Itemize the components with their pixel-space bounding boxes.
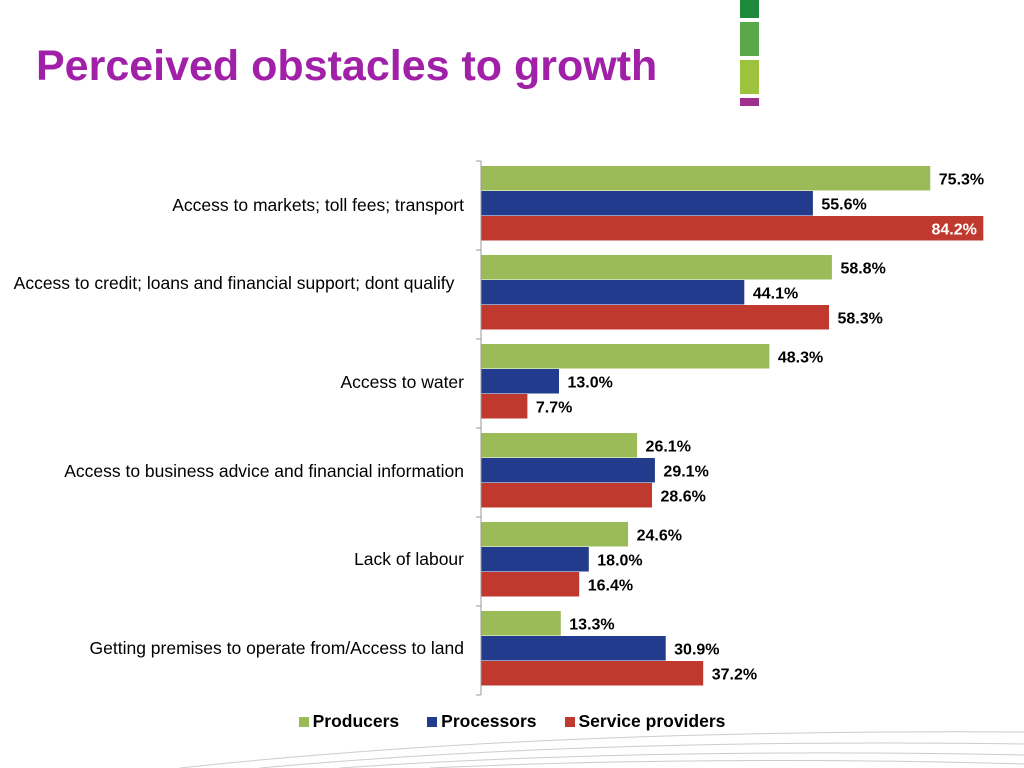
bar: [481, 522, 629, 547]
bar: [481, 280, 745, 305]
legend-swatch: [427, 716, 438, 727]
bar: [481, 636, 666, 661]
legend-label: Service providers: [578, 711, 726, 731]
data-label: 13.3%: [569, 616, 614, 633]
decoration-block: [740, 60, 759, 94]
bar: [481, 166, 931, 191]
bar: [481, 483, 652, 508]
bar: [481, 369, 559, 394]
decoration-block: [740, 22, 759, 56]
data-label: 37.2%: [712, 666, 757, 683]
legend-label: Producers: [312, 711, 400, 731]
legend-label: Processors: [441, 711, 537, 731]
bar: [481, 191, 813, 216]
bar: [481, 572, 580, 597]
data-label: 58.8%: [840, 260, 885, 277]
bar: [481, 458, 655, 483]
data-label: 24.6%: [637, 527, 682, 544]
decoration-block: [740, 98, 759, 106]
bar: [481, 661, 704, 686]
bar: [481, 611, 561, 636]
data-label: 18.0%: [597, 552, 642, 569]
bar: [481, 216, 984, 241]
data-label: 84.2%: [931, 221, 976, 238]
data-label: 29.1%: [663, 463, 708, 480]
bar: [481, 547, 589, 572]
bar: [481, 433, 638, 458]
data-label: 75.3%: [939, 171, 984, 188]
bar: [481, 344, 770, 369]
data-label: 30.9%: [674, 641, 719, 658]
category-label: Access to water: [340, 372, 464, 392]
data-label: 26.1%: [646, 438, 691, 455]
data-label: 55.6%: [821, 196, 866, 213]
data-label: 16.4%: [588, 577, 633, 594]
legend-swatch: [298, 716, 309, 727]
data-label: 48.3%: [778, 349, 823, 366]
legend-swatch: [564, 716, 575, 727]
slide-title: Perceived obstacles to growth: [36, 42, 658, 90]
bar: [481, 255, 832, 280]
data-label: 28.6%: [660, 488, 705, 505]
legend-item-processors: Processors: [427, 711, 537, 732]
legend-item-producers: Producers: [298, 711, 400, 732]
decoration-block: [740, 0, 759, 18]
data-label: 13.0%: [567, 374, 612, 391]
legend-item-service-providers: Service providers: [564, 711, 726, 732]
data-label: 7.7%: [536, 399, 572, 416]
data-label: 44.1%: [753, 285, 798, 302]
category-label: Lack of labour: [354, 549, 464, 569]
data-label: 58.3%: [837, 310, 882, 327]
category-label: Access to credit; loans and financial su…: [13, 273, 455, 293]
category-label: Access to business advice and financial …: [64, 461, 464, 481]
chart-legend: Producers Processors Service providers: [0, 711, 1024, 732]
category-label: Access to markets; toll fees; transport: [172, 195, 464, 215]
category-label: Getting premises to operate from/Access …: [89, 638, 464, 658]
bar: [481, 394, 528, 419]
bar: [481, 305, 829, 330]
